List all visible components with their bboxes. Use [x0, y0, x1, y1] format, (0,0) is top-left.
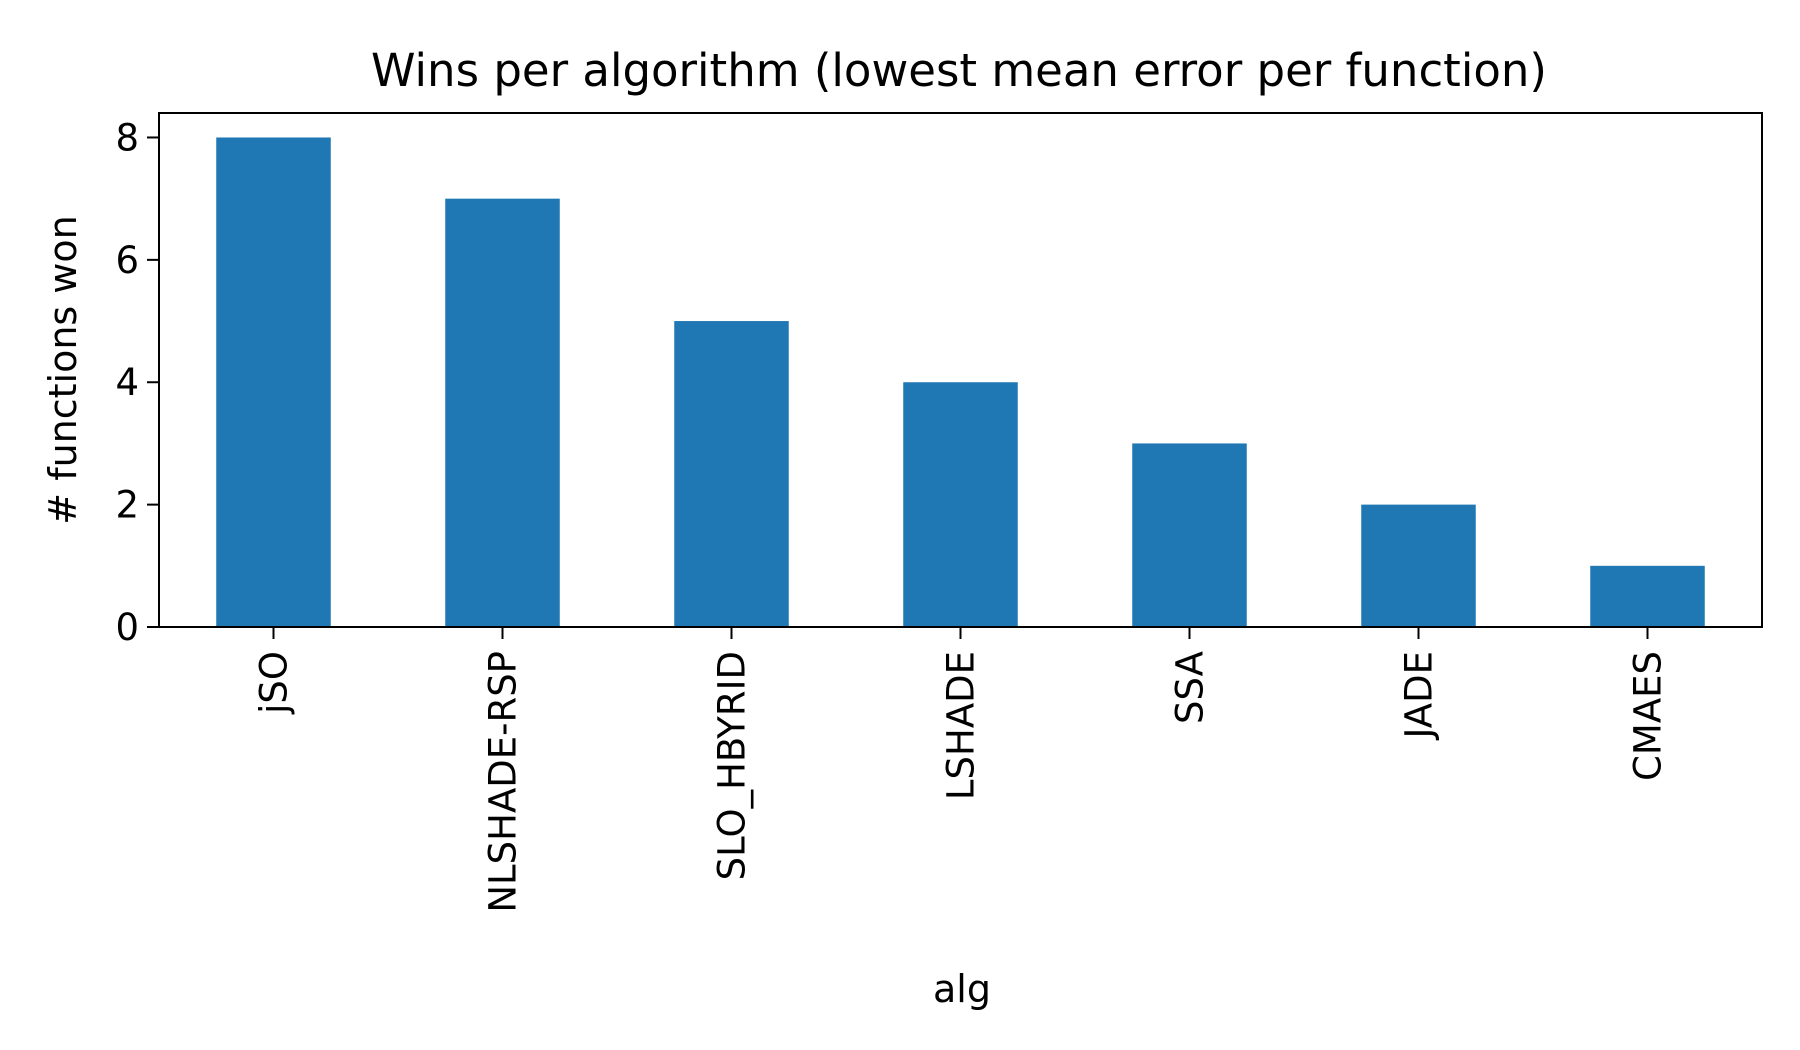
plot-area: [216, 137, 1705, 628]
bar-jade: [1361, 504, 1476, 627]
y-tick-label: 8: [115, 116, 139, 159]
chart-title: Wins per algorithm (lowest mean error pe…: [371, 44, 1547, 97]
y-axis-label: # functions won: [41, 215, 85, 524]
x-tick-label: NLSHADE-RSP: [482, 651, 525, 913]
x-tick-label: CMAES: [1627, 651, 1670, 781]
y-tick-label: 2: [115, 484, 139, 527]
x-tick-label: SSA: [1169, 651, 1212, 724]
bar-ssa: [1132, 443, 1247, 627]
bar-nlshade-rsp: [445, 198, 560, 628]
x-tick-label: SLO_HBYRID: [711, 651, 754, 880]
y-axis: 0 2 4 6 8: [115, 116, 159, 649]
x-axis: jSO NLSHADE-RSP SLO_HBYRID LSHADE SSA JADE CMA…: [253, 627, 1670, 913]
bar-cmaes: [1590, 565, 1705, 627]
x-tick-label: jSO: [253, 651, 296, 715]
x-axis-label: alg: [933, 967, 991, 1011]
bar-jso: [216, 137, 331, 628]
bar-lshade: [903, 382, 1018, 627]
x-tick-label: LSHADE: [940, 651, 983, 800]
y-tick-label: 0: [115, 606, 139, 649]
bar-slo-hbyrid: [674, 321, 789, 627]
y-tick-label: 4: [115, 361, 139, 404]
y-tick-label: 6: [115, 239, 139, 282]
x-tick-label: JADE: [1398, 651, 1441, 740]
